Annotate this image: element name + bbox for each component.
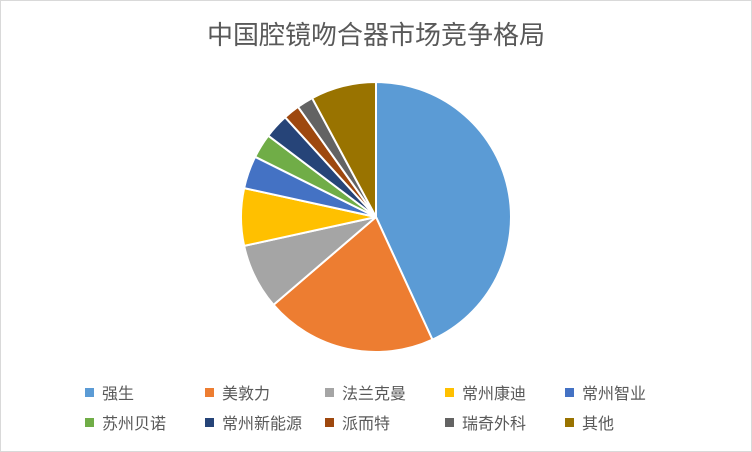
legend-item: 派而特 bbox=[325, 410, 445, 434]
pie-chart bbox=[240, 81, 512, 353]
legend-swatch bbox=[325, 417, 334, 427]
legend-swatch bbox=[445, 417, 454, 427]
legend-label: 常州康迪 bbox=[462, 384, 527, 403]
legend-label: 常州新能源 bbox=[222, 414, 303, 433]
legend-item: 常州康迪 bbox=[445, 380, 565, 404]
legend-swatch bbox=[205, 417, 214, 427]
legend-row: 苏州贝诺 常州新能源 派而特 瑞奇外科 其他 bbox=[85, 407, 705, 437]
legend-swatch bbox=[85, 417, 94, 427]
legend-item: 强生 bbox=[85, 380, 205, 404]
chart-legend: 强生 美敦力 法兰克曼 常州康迪 常州智业苏州贝诺 常州新能源 派而特 瑞奇外科 其他 bbox=[85, 377, 705, 437]
legend-label: 派而特 bbox=[342, 414, 391, 433]
legend-label: 常州智业 bbox=[582, 384, 647, 403]
legend-item: 美敦力 bbox=[205, 380, 325, 404]
legend-row: 强生 美敦力 法兰克曼 常州康迪 常州智业 bbox=[85, 377, 705, 407]
legend-item: 其他 bbox=[565, 410, 665, 434]
pie-slice-0 bbox=[375, 81, 512, 341]
chart-title: 中国腔镜吻合器市场竞争格局 bbox=[206, 21, 545, 51]
legend-swatch bbox=[205, 387, 214, 397]
legend-item: 瑞奇外科 bbox=[445, 410, 565, 434]
legend-swatch bbox=[565, 417, 574, 427]
legend-item: 法兰克曼 bbox=[325, 380, 445, 404]
legend-label: 瑞奇外科 bbox=[462, 414, 527, 433]
legend-swatch bbox=[445, 387, 454, 397]
legend-item: 常州智业 bbox=[565, 380, 665, 404]
legend-item: 苏州贝诺 bbox=[85, 410, 205, 434]
legend-label: 其他 bbox=[582, 414, 615, 433]
pie-slice-1 bbox=[272, 216, 434, 353]
legend-label: 法兰克曼 bbox=[342, 384, 407, 403]
legend-item: 常州新能源 bbox=[205, 410, 325, 434]
legend-swatch bbox=[565, 387, 574, 397]
legend-swatch bbox=[85, 387, 94, 397]
legend-label: 苏州贝诺 bbox=[102, 414, 167, 433]
pie-slice-9 bbox=[311, 81, 377, 218]
legend-label: 强生 bbox=[102, 384, 135, 403]
legend-swatch bbox=[325, 387, 334, 397]
legend-label: 美敦力 bbox=[222, 384, 271, 403]
